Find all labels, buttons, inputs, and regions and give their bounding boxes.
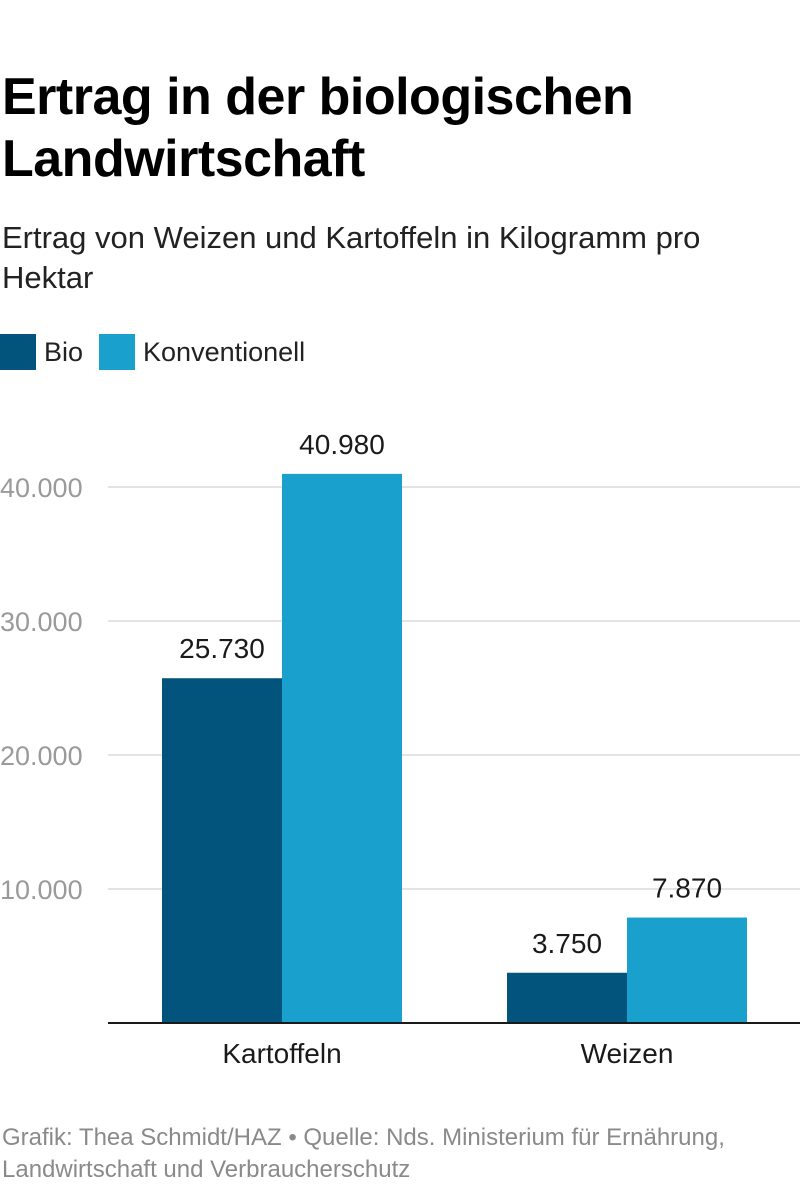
y-tick-label: 10.000: [0, 875, 83, 905]
chart-subtitle: Ertrag von Weizen und Kartoffeln in Kilo…: [2, 220, 701, 295]
bar: [507, 972, 627, 1023]
chart-title: Ertrag in der biologischen Landwirtschaf…: [2, 68, 634, 188]
y-tick-label: 30.000: [0, 607, 83, 637]
legend-label-konventionell: Konventionell: [143, 336, 306, 367]
legend: Bio Konventionell: [0, 332, 321, 372]
bar: [162, 678, 282, 1023]
bar-value-label: 7.870: [652, 873, 722, 904]
bar-value-label: 3.750: [532, 928, 602, 959]
bar: [627, 917, 747, 1023]
bar-value-labels: 25.730 40.980 3.750 7.870: [179, 429, 722, 959]
legend-label-bio: Bio: [44, 336, 84, 367]
legend-item-konventionell: Konventionell: [99, 334, 305, 370]
legend-swatch-bio: [0, 334, 36, 370]
bar: [282, 473, 402, 1023]
y-tick-label: 40.000: [0, 473, 83, 503]
legend-item-bio: Bio: [0, 334, 83, 370]
legend-swatch-konventionell: [99, 334, 136, 370]
bar-chart: 10.000 20.000 30.000 40.000 25.730 40.980 3.7…: [0, 429, 800, 1069]
y-axis-labels: 10.000 20.000 30.000 40.000: [0, 473, 83, 905]
bar-value-label: 40.980: [299, 429, 385, 460]
source-note: Grafik: Thea Schmidt/HAZ • Quelle: Nds. …: [2, 1124, 725, 1183]
x-tick-label: Kartoffeln: [222, 1038, 341, 1069]
x-axis-labels: Kartoffeln Weizen: [222, 1038, 673, 1069]
y-tick-label: 20.000: [0, 741, 83, 771]
bars: [162, 473, 747, 1023]
bar-value-label: 25.730: [179, 633, 265, 664]
x-tick-label: Weizen: [581, 1038, 674, 1069]
